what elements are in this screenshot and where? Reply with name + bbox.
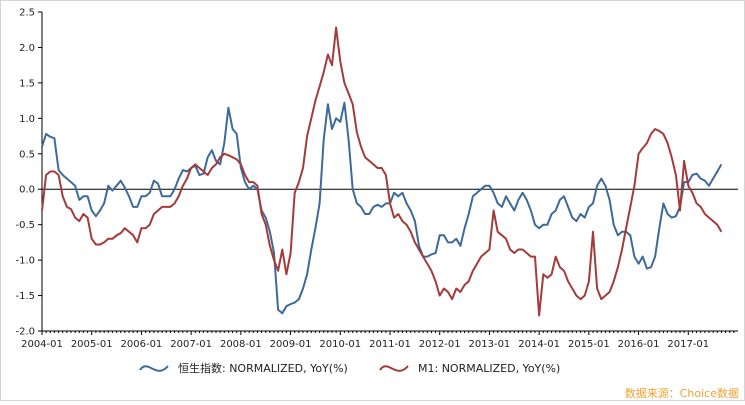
x-tick-label: 2005-01 bbox=[71, 339, 113, 350]
series-line-1 bbox=[41, 101, 723, 315]
x-tick-label: 2010-01 bbox=[319, 339, 361, 350]
legend-swatch-2 bbox=[379, 365, 409, 372]
legend: 恒生指数: NORMALIZED, YoY(%) M1: NORMALIZED, … bbox=[139, 361, 560, 375]
y-tick-label: 0.0 bbox=[19, 185, 35, 196]
x-tick-label: 2006-01 bbox=[121, 339, 163, 350]
x-tick-label: 2008-01 bbox=[220, 339, 262, 350]
series-group bbox=[41, 26, 723, 317]
x-tick-label: 2011-01 bbox=[369, 339, 411, 350]
y-tick-label: 2.5 bbox=[19, 8, 35, 19]
x-tick-label: 2016-01 bbox=[618, 339, 660, 350]
y-tick-label: 1.0 bbox=[19, 114, 35, 125]
y-tick-label: 1.5 bbox=[19, 78, 35, 89]
source-note: 数据来源：Choice数据 bbox=[625, 386, 739, 400]
legend-swatch-1 bbox=[139, 365, 169, 372]
series-line-2 bbox=[41, 26, 723, 317]
x-tick-label: 2009-01 bbox=[270, 339, 312, 350]
legend-label-1: 恒生指数: NORMALIZED, YoY(%) bbox=[178, 361, 348, 375]
x-tick-label: 2012-01 bbox=[419, 339, 461, 350]
y-tick-label: -2.0 bbox=[15, 327, 35, 338]
y-tick-label: 2.0 bbox=[19, 43, 35, 54]
y-tick-label: -0.5 bbox=[15, 220, 35, 231]
x-tick-label: 2017-01 bbox=[667, 339, 709, 350]
axes-group: 2.5 2.0 1.5 1.0 0.5 0.0 -0.5 -1.0 -1.5 -2.02004-0… bbox=[15, 8, 738, 350]
y-tick-label: 0.5 bbox=[19, 149, 35, 160]
legend-label-2: M1: NORMALIZED, YoY(%) bbox=[418, 362, 560, 375]
x-tick-label: 2014-01 bbox=[518, 339, 560, 350]
x-tick-label: 2013-01 bbox=[469, 339, 511, 350]
x-tick-label: 2007-01 bbox=[170, 339, 212, 350]
x-tick-label: 2004-01 bbox=[21, 339, 63, 350]
y-tick-label: -1.0 bbox=[15, 256, 35, 267]
y-tick-label: -1.5 bbox=[15, 291, 35, 302]
x-tick-label: 2015-01 bbox=[568, 339, 610, 350]
